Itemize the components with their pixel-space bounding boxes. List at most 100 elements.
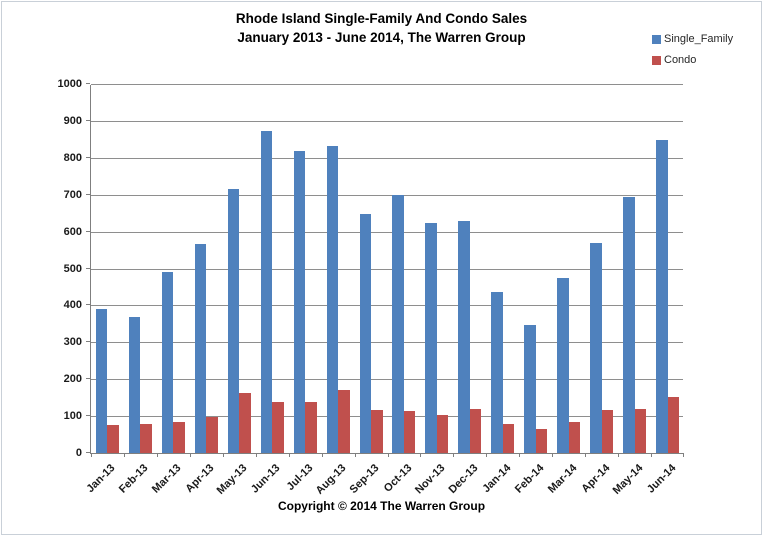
bar-single_family-jun-13	[260, 131, 273, 453]
bar-group-apr-14	[585, 85, 618, 453]
bar-group-may-14	[618, 85, 651, 453]
bar-condo-may-14	[634, 408, 647, 453]
x-axis-tick	[354, 453, 356, 457]
bar-group-jul-13	[289, 85, 322, 453]
y-axis-tick	[86, 83, 90, 84]
legend-swatch-single-family-icon	[652, 34, 661, 44]
gridline-100	[91, 416, 683, 418]
y-axis-tick-label: 400	[63, 299, 82, 312]
bar-group-jun-13	[256, 85, 289, 453]
gridline-600	[91, 231, 683, 233]
x-axis-tick	[222, 453, 224, 457]
bar-group-mar-14	[552, 85, 585, 453]
x-axis-tick	[321, 453, 323, 457]
bar-condo-jan-14	[502, 423, 515, 453]
bar-single_family-jul-13	[293, 151, 306, 453]
legend-swatch-condo-icon	[652, 55, 661, 65]
y-axis-tick	[86, 378, 90, 380]
bar-condo-jul-13	[305, 402, 317, 453]
bar-single_family-mar-13	[161, 272, 174, 453]
bar-group-mar-13	[157, 85, 190, 453]
bar-condo-oct-13	[403, 410, 416, 453]
bar-single_family-feb-13	[128, 316, 141, 453]
legend-item-single-family: Single_Family	[652, 33, 733, 45]
bar-group-aug-13	[322, 85, 355, 453]
bar-condo-dec-13	[469, 409, 482, 453]
x-axis-tick	[618, 453, 620, 457]
x-axis-tick	[123, 453, 125, 457]
bar-condo-mar-14	[568, 422, 581, 453]
bar-group-jan-13	[91, 85, 124, 453]
bar-single_family-sep-13	[359, 213, 372, 453]
chart-title-block: Rhode Island Single-Family And Condo Sal…	[0, 9, 763, 47]
y-axis-tick-label: 0	[75, 447, 82, 459]
x-axis-tick	[288, 453, 290, 457]
bar-group-jan-14	[486, 85, 519, 453]
y-axis-tick-label: 200	[63, 373, 82, 386]
bar-condo-may-13	[239, 392, 251, 453]
copyright-text: Copyright © 2014 The Warren Group	[277, 499, 486, 513]
gridline-800	[91, 157, 683, 159]
bar-condo-feb-13	[140, 424, 152, 453]
y-axis-tick	[86, 415, 90, 417]
y-axis-tick-label: 300	[63, 336, 82, 349]
bar-condo-jan-13	[107, 425, 119, 453]
y-axis-tick-label: 900	[63, 114, 82, 127]
bar-single_family-may-13	[227, 189, 240, 453]
gridline-400	[91, 305, 683, 307]
bar-condo-apr-14	[601, 409, 614, 453]
gridline-900	[91, 120, 683, 122]
bar-single_family-oct-13	[392, 194, 404, 453]
x-axis-tick	[91, 453, 92, 457]
bar-group-dec-13	[453, 85, 486, 453]
bar-group-feb-14	[519, 85, 552, 453]
y-axis-tick-label: 1000	[57, 78, 82, 90]
y-axis-tick	[86, 267, 90, 269]
x-axis-tick	[552, 453, 554, 457]
bar-condo-jun-13	[272, 402, 284, 453]
y-axis-tick	[86, 230, 90, 232]
y-axis-tick	[86, 304, 90, 306]
bar-single_family-may-14	[623, 197, 635, 453]
x-axis-tick	[255, 453, 257, 457]
x-axis-tick	[156, 453, 158, 457]
x-axis-tick	[683, 453, 684, 457]
legend-label-single-family: Single_Family	[664, 33, 734, 45]
bar-condo-jun-14	[667, 396, 680, 453]
bar-condo-nov-13	[436, 414, 449, 453]
y-axis-tick-label: 800	[63, 151, 82, 164]
bar-single_family-jan-14	[491, 291, 503, 453]
bar-group-feb-13	[124, 85, 157, 453]
y-axis-tick	[86, 452, 90, 453]
y-axis-tick	[86, 341, 90, 343]
x-axis-tick	[486, 453, 488, 457]
bar-condo-feb-14	[535, 428, 548, 453]
bar-single_family-mar-14	[557, 278, 569, 453]
x-axis-tick	[519, 453, 521, 457]
bar-group-nov-13	[420, 85, 453, 453]
bar-group-apr-13	[190, 85, 223, 453]
y-axis-tick	[86, 119, 90, 121]
chart-title: Rhode Island Single-Family And Condo Sal…	[235, 11, 528, 26]
bar-condo-apr-13	[206, 417, 218, 453]
gridline-1000	[91, 84, 683, 85]
x-axis-tick	[387, 453, 389, 457]
x-axis-tick	[453, 453, 455, 457]
x-axis-tick	[189, 453, 191, 457]
y-axis-tick-label: 700	[63, 188, 82, 201]
bar-single_family-nov-13	[425, 223, 437, 453]
y-axis-tick-label: 100	[63, 410, 82, 423]
chart-subtitle: January 2013 - June 2014, The Warren Gro…	[237, 30, 526, 45]
gridline-500	[91, 268, 683, 270]
y-axis-tick	[86, 193, 90, 195]
bar-group-may-13	[223, 85, 256, 453]
legend-item-condo: Condo	[652, 54, 733, 66]
plot-area	[86, 83, 684, 457]
legend-label-condo: Condo	[664, 54, 697, 66]
x-axis-tick	[651, 453, 653, 457]
bar-group-oct-13	[388, 85, 421, 453]
bar-condo-mar-13	[173, 422, 185, 453]
gridline-700	[91, 194, 683, 196]
x-axis-tick	[585, 453, 587, 457]
gridline-300	[91, 342, 683, 344]
